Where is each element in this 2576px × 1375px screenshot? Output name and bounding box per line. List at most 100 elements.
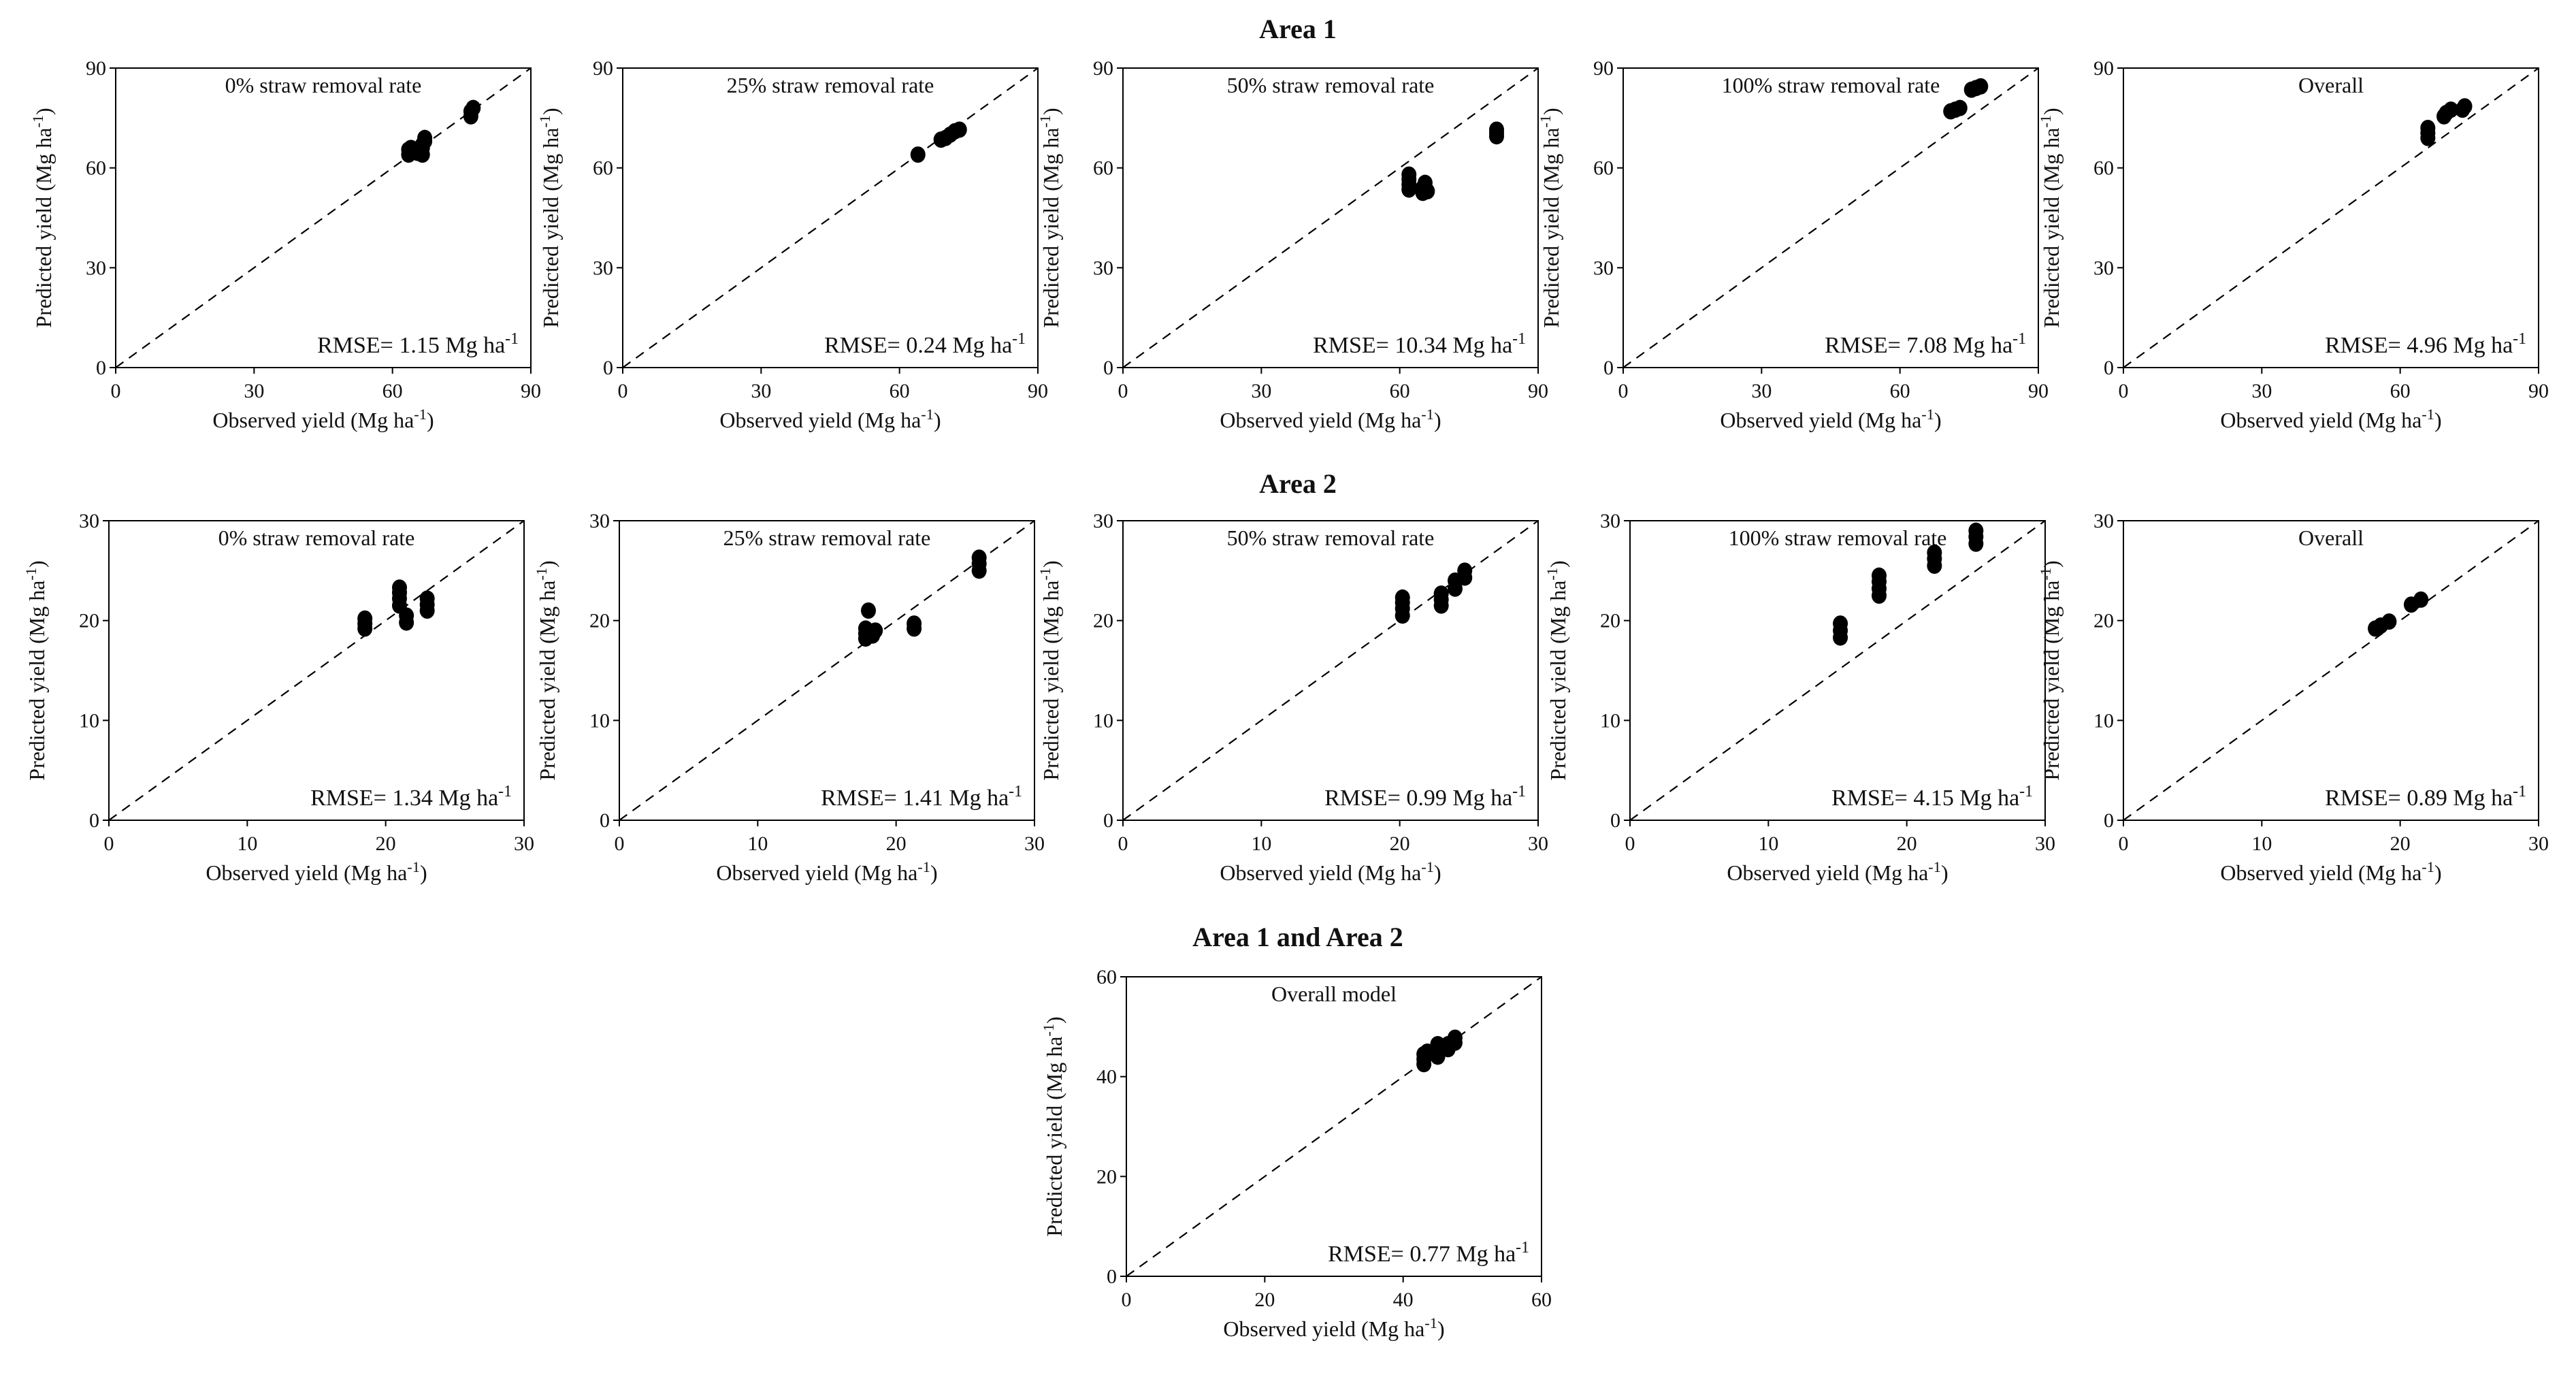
y-tick-label: 0 [89,809,99,832]
data-point [861,602,876,619]
y-tick-label: 0 [1603,357,1614,379]
y-tick-label: 20 [2093,610,2114,632]
x-tick-label: 0 [618,380,628,402]
data-point [1973,78,1989,95]
rmse-label: RMSE= 0.99 Mg ha-1 [1324,783,1526,811]
rmse-label: RMSE= 10.34 Mg ha-1 [1313,330,1526,358]
y-axis-label: Predicted yield (Mg ha-1) [533,560,560,780]
one-to-one-line [108,520,525,821]
one-to-one-line [622,67,1039,368]
x-tick-label: 40 [1393,1289,1414,1311]
x-tick-label: 30 [1024,832,1045,855]
data-point [419,590,435,607]
plot-frame [1122,520,1539,821]
scatter-panel-8: 00 10 10 20 20 30 30 Observed yield (Mg ha-1) Pr… [1037,510,1549,885]
x-tick-label: 90 [1028,380,1048,402]
x-tick-label: 90 [2528,380,2549,402]
plot-frame [2123,67,2539,368]
x-tick-label: 30 [2528,832,2549,855]
y-tick-label: 90 [1093,57,1113,80]
y-tick-label: 30 [593,257,613,279]
x-tick-label: 20 [886,832,907,855]
y-tick-label: 20 [1600,610,1620,632]
y-tick-label: 40 [1096,1066,1117,1088]
y-tick-label: 60 [86,157,106,180]
panel-title: 100% straw removal rate [1729,525,1947,550]
one-to-one-line [1623,67,2039,368]
x-tick-label: 60 [1890,380,1910,402]
data-point [357,610,373,627]
rmse-label: RMSE= 1.41 Mg ha-1 [821,783,1022,811]
y-tick-label: 20 [1096,1165,1117,1188]
x-tick-label: 20 [1390,832,1410,855]
x-axis-label: Observed yield (Mg ha-1) [719,406,941,433]
y-tick-label: 0 [2104,357,2114,379]
x-tick-label: 30 [2251,380,2272,402]
x-tick-label: 0 [1118,380,1128,402]
y-tick-label: 0 [1107,1265,1117,1288]
data-point [1457,562,1473,579]
panel-title: 0% straw removal rate [225,73,422,97]
x-tick-label: 10 [1251,832,1271,855]
panel-title: 25% straw removal rate [727,73,934,97]
panel-title: Overall [2298,525,2364,550]
y-axis-label: Predicted yield (Mg ha-1) [1537,108,1564,327]
y-tick-label: 30 [86,257,106,279]
x-axis-label: Observed yield (Mg ha-1) [1223,1314,1444,1342]
x-tick-label: 90 [521,380,541,402]
plot-frame [622,67,1039,368]
y-tick-label: 30 [79,510,99,532]
data-point [1447,1029,1463,1046]
data-point [1489,121,1504,138]
x-axis-label: Observed yield (Mg ha-1) [1220,406,1441,433]
panel-title: 100% straw removal rate [1722,73,1940,97]
rmse-label: RMSE= 4.96 Mg ha-1 [2325,330,2526,358]
data-point [1968,522,1984,539]
scatter-panel-5: 00 30 30 60 60 90 90 Observed yield (Mg ha-1) Pr… [2037,57,2549,432]
panel-title: 25% straw removal rate [723,525,931,550]
y-axis-label: Predicted yield (Mg ha-1) [1544,560,1571,780]
y-tick-label: 10 [1093,709,1113,732]
section-title-area-1: Area 1 [1259,14,1337,44]
data-point [2420,120,2436,136]
y-tick-label: 30 [1093,257,1113,279]
x-tick-label: 10 [2251,832,2272,855]
x-axis-label: Observed yield (Mg ha-1) [1220,858,1441,886]
one-to-one-line [619,520,1035,821]
plot-frame [1122,67,1539,368]
scatter-panel-2: 00 30 30 60 60 90 90 Observed yield (Mg ha-1) Pr… [536,57,1049,432]
x-tick-label: 60 [890,380,910,402]
data-point [392,579,407,596]
data-point [951,121,967,138]
scatter-panel-1: 00 30 30 60 60 90 90 Observed yield (Mg ha-1) Pr… [29,57,542,432]
rmse-label: RMSE= 1.34 Mg ha-1 [310,783,512,811]
x-axis-label: Observed yield (Mg ha-1) [212,406,434,433]
x-tick-label: 0 [1625,832,1635,855]
x-axis-label: Observed yield (Mg ha-1) [2220,406,2441,433]
data-point [868,622,883,639]
scatter-panel-3: 00 30 30 60 60 90 90 Observed yield (Mg ha-1) Pr… [1037,57,1549,432]
data-point [1433,585,1449,602]
plot-frame [2123,520,2539,821]
y-axis-label: Predicted yield (Mg ha-1) [29,108,56,327]
data-point [1927,544,1942,561]
scatter-panel-11: 00 20 20 40 40 60 60 Observed yield (Mg ha-1) Pr… [1040,966,1552,1341]
plot-frame [1623,67,2039,368]
x-tick-label: 90 [2028,380,2049,402]
plot-frame [1126,976,1542,1277]
x-tick-label: 20 [2390,832,2411,855]
y-axis-label: Predicted yield (Mg ha-1) [1037,108,1064,327]
y-tick-label: 0 [1103,357,1113,379]
scatter-panel-10: 00 10 10 20 20 30 30 Observed yield (Mg ha-1) Pr… [2037,510,2549,885]
y-tick-label: 30 [2093,257,2114,279]
one-to-one-line [2123,67,2539,368]
x-tick-label: 0 [111,380,121,402]
data-point [1952,99,1968,116]
data-point [2443,101,2459,118]
data-point [1395,589,1410,606]
data-point [1833,615,1848,632]
data-point [971,549,987,566]
y-tick-label: 0 [2104,809,2114,832]
y-tick-label: 30 [1593,257,1614,279]
